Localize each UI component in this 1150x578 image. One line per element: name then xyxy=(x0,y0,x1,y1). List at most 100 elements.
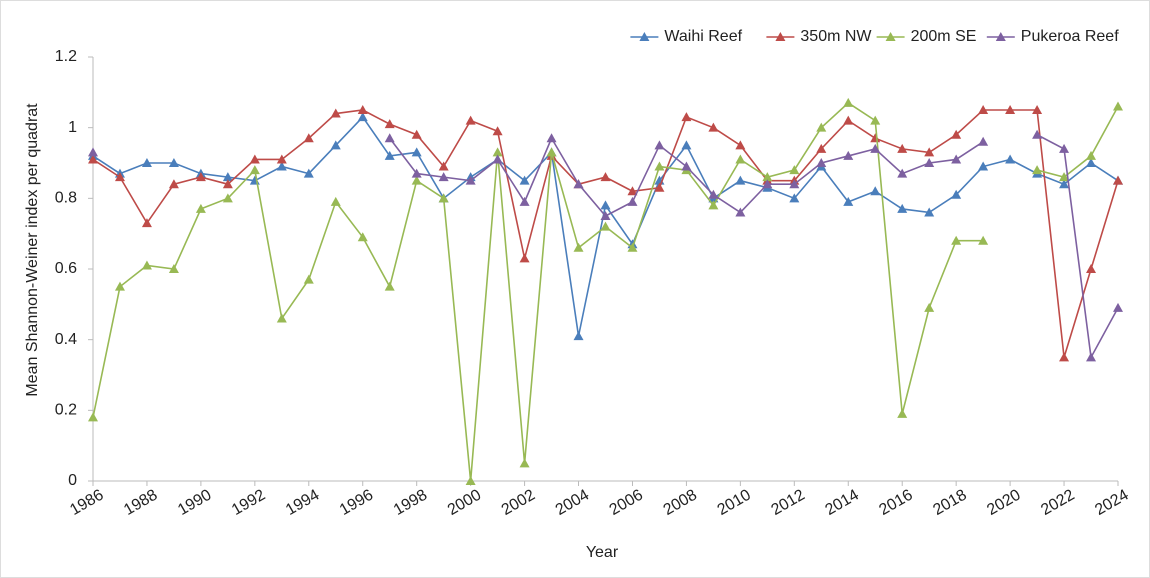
data-marker xyxy=(303,168,314,178)
legend-marker xyxy=(885,32,896,41)
data-marker xyxy=(1032,129,1043,139)
data-marker xyxy=(492,147,503,157)
data-marker xyxy=(546,133,557,143)
data-marker xyxy=(924,207,935,217)
legend-label: Pukeroa Reef xyxy=(1021,28,1119,45)
data-marker xyxy=(114,172,125,182)
data-marker xyxy=(978,161,989,171)
data-marker xyxy=(735,140,746,150)
data-marker xyxy=(951,235,962,245)
data-marker xyxy=(870,186,881,196)
legend-label: 200m SE xyxy=(911,28,977,45)
x-axis-label: Year xyxy=(586,544,619,561)
data-marker xyxy=(1086,352,1097,362)
data-marker xyxy=(384,119,395,129)
data-marker xyxy=(681,140,692,150)
data-marker xyxy=(492,126,503,136)
data-marker xyxy=(843,196,854,206)
data-marker xyxy=(816,158,827,167)
y-tick-label: 0.2 xyxy=(55,402,77,419)
data-marker xyxy=(1113,175,1123,185)
data-marker xyxy=(546,147,557,157)
data-marker xyxy=(411,129,422,139)
data-marker xyxy=(870,115,881,125)
data-marker xyxy=(735,207,746,217)
data-marker xyxy=(141,158,152,167)
legend-label: 350m NW xyxy=(800,28,872,45)
data-marker xyxy=(1086,158,1097,167)
data-marker xyxy=(762,179,773,189)
data-marker xyxy=(708,200,719,210)
data-marker xyxy=(330,108,341,118)
data-marker xyxy=(870,143,881,153)
data-marker xyxy=(222,179,233,189)
data-marker xyxy=(222,193,233,203)
y-axis-label: Mean Shannon-Weiner index per quadrat xyxy=(24,103,41,397)
data-marker xyxy=(168,264,179,273)
data-marker xyxy=(1086,264,1097,273)
data-marker xyxy=(492,154,503,164)
series-line xyxy=(1036,106,1119,179)
data-marker xyxy=(411,147,422,157)
data-marker xyxy=(357,105,368,114)
data-marker xyxy=(573,331,584,341)
data-marker xyxy=(411,168,422,178)
data-marker xyxy=(789,165,800,175)
data-marker xyxy=(276,313,287,323)
data-marker xyxy=(951,154,962,164)
data-marker xyxy=(951,129,962,139)
data-marker xyxy=(1059,143,1070,153)
data-marker xyxy=(654,182,665,192)
data-marker xyxy=(816,122,827,132)
data-marker xyxy=(1032,105,1043,114)
data-marker xyxy=(573,179,584,189)
data-marker xyxy=(924,147,935,157)
data-marker xyxy=(789,179,800,189)
data-marker xyxy=(88,154,98,164)
data-marker xyxy=(816,143,827,153)
data-marker xyxy=(843,150,854,160)
data-marker xyxy=(681,112,692,122)
data-marker xyxy=(249,165,260,175)
data-marker xyxy=(735,175,746,185)
legend-label: Waihi Reef xyxy=(664,28,742,45)
legend-marker xyxy=(775,32,786,41)
data-marker xyxy=(168,158,179,167)
y-tick-label: 1.2 xyxy=(55,48,77,65)
data-marker xyxy=(1086,150,1097,160)
y-tick-label: 0.4 xyxy=(55,331,77,348)
data-marker xyxy=(762,172,773,182)
data-marker xyxy=(654,161,665,171)
data-marker xyxy=(384,150,395,160)
data-marker xyxy=(897,143,908,153)
data-marker xyxy=(438,172,449,182)
data-marker xyxy=(411,175,422,185)
data-marker xyxy=(924,302,935,312)
data-marker xyxy=(438,193,449,203)
data-marker xyxy=(1005,105,1016,114)
data-marker xyxy=(1059,172,1070,182)
data-marker xyxy=(465,175,476,185)
data-marker xyxy=(600,200,611,210)
data-marker xyxy=(897,168,908,178)
data-marker xyxy=(357,232,368,242)
series-line xyxy=(1036,134,1119,360)
data-marker xyxy=(519,175,530,185)
data-marker xyxy=(195,203,206,213)
data-marker xyxy=(1059,179,1070,189)
data-marker xyxy=(1032,165,1043,175)
data-marker xyxy=(951,189,962,199)
data-marker xyxy=(330,196,341,206)
data-marker xyxy=(681,161,692,171)
data-marker xyxy=(735,154,746,164)
data-marker xyxy=(1005,154,1016,164)
data-marker xyxy=(600,172,611,182)
data-marker xyxy=(843,115,854,125)
data-marker xyxy=(1113,101,1123,111)
legend-marker xyxy=(995,32,1006,41)
data-marker xyxy=(222,172,233,182)
data-marker xyxy=(600,221,611,231)
data-marker xyxy=(978,136,989,146)
data-marker xyxy=(438,161,449,171)
